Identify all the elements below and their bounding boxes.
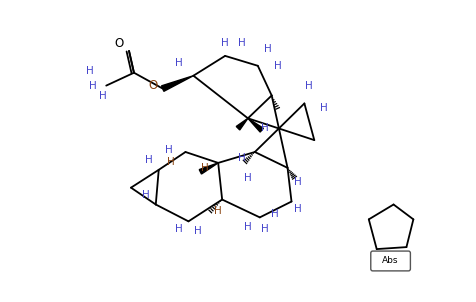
Text: H: H [164, 145, 172, 155]
Text: H: H [260, 224, 268, 234]
Polygon shape [161, 76, 193, 91]
Text: H: H [174, 58, 182, 68]
Polygon shape [236, 118, 248, 130]
Text: H: H [167, 157, 174, 167]
Text: H: H [244, 173, 251, 183]
Text: H: H [85, 66, 93, 76]
Text: H: H [270, 209, 278, 220]
Text: H: H [89, 81, 97, 91]
Text: H: H [238, 38, 245, 48]
Text: H: H [293, 204, 301, 214]
Text: H: H [99, 91, 107, 101]
FancyBboxPatch shape [370, 251, 409, 271]
Text: H: H [293, 177, 301, 187]
Polygon shape [248, 118, 263, 132]
Text: H: H [244, 222, 251, 232]
Text: O: O [148, 79, 157, 92]
Text: H: H [238, 153, 245, 163]
Text: H: H [214, 207, 222, 217]
Text: H: H [174, 224, 182, 234]
Text: Abs: Abs [382, 256, 398, 265]
Text: H: H [263, 44, 271, 54]
Text: H: H [194, 226, 202, 236]
Text: H: H [145, 155, 152, 165]
Text: O: O [114, 37, 123, 50]
Text: H: H [273, 61, 281, 71]
Text: H: H [142, 190, 149, 200]
Text: H: H [201, 163, 209, 173]
Text: H: H [221, 38, 228, 48]
Text: H: H [260, 123, 268, 133]
Polygon shape [199, 163, 218, 174]
Text: H: H [320, 103, 327, 113]
Text: H: H [305, 81, 313, 91]
